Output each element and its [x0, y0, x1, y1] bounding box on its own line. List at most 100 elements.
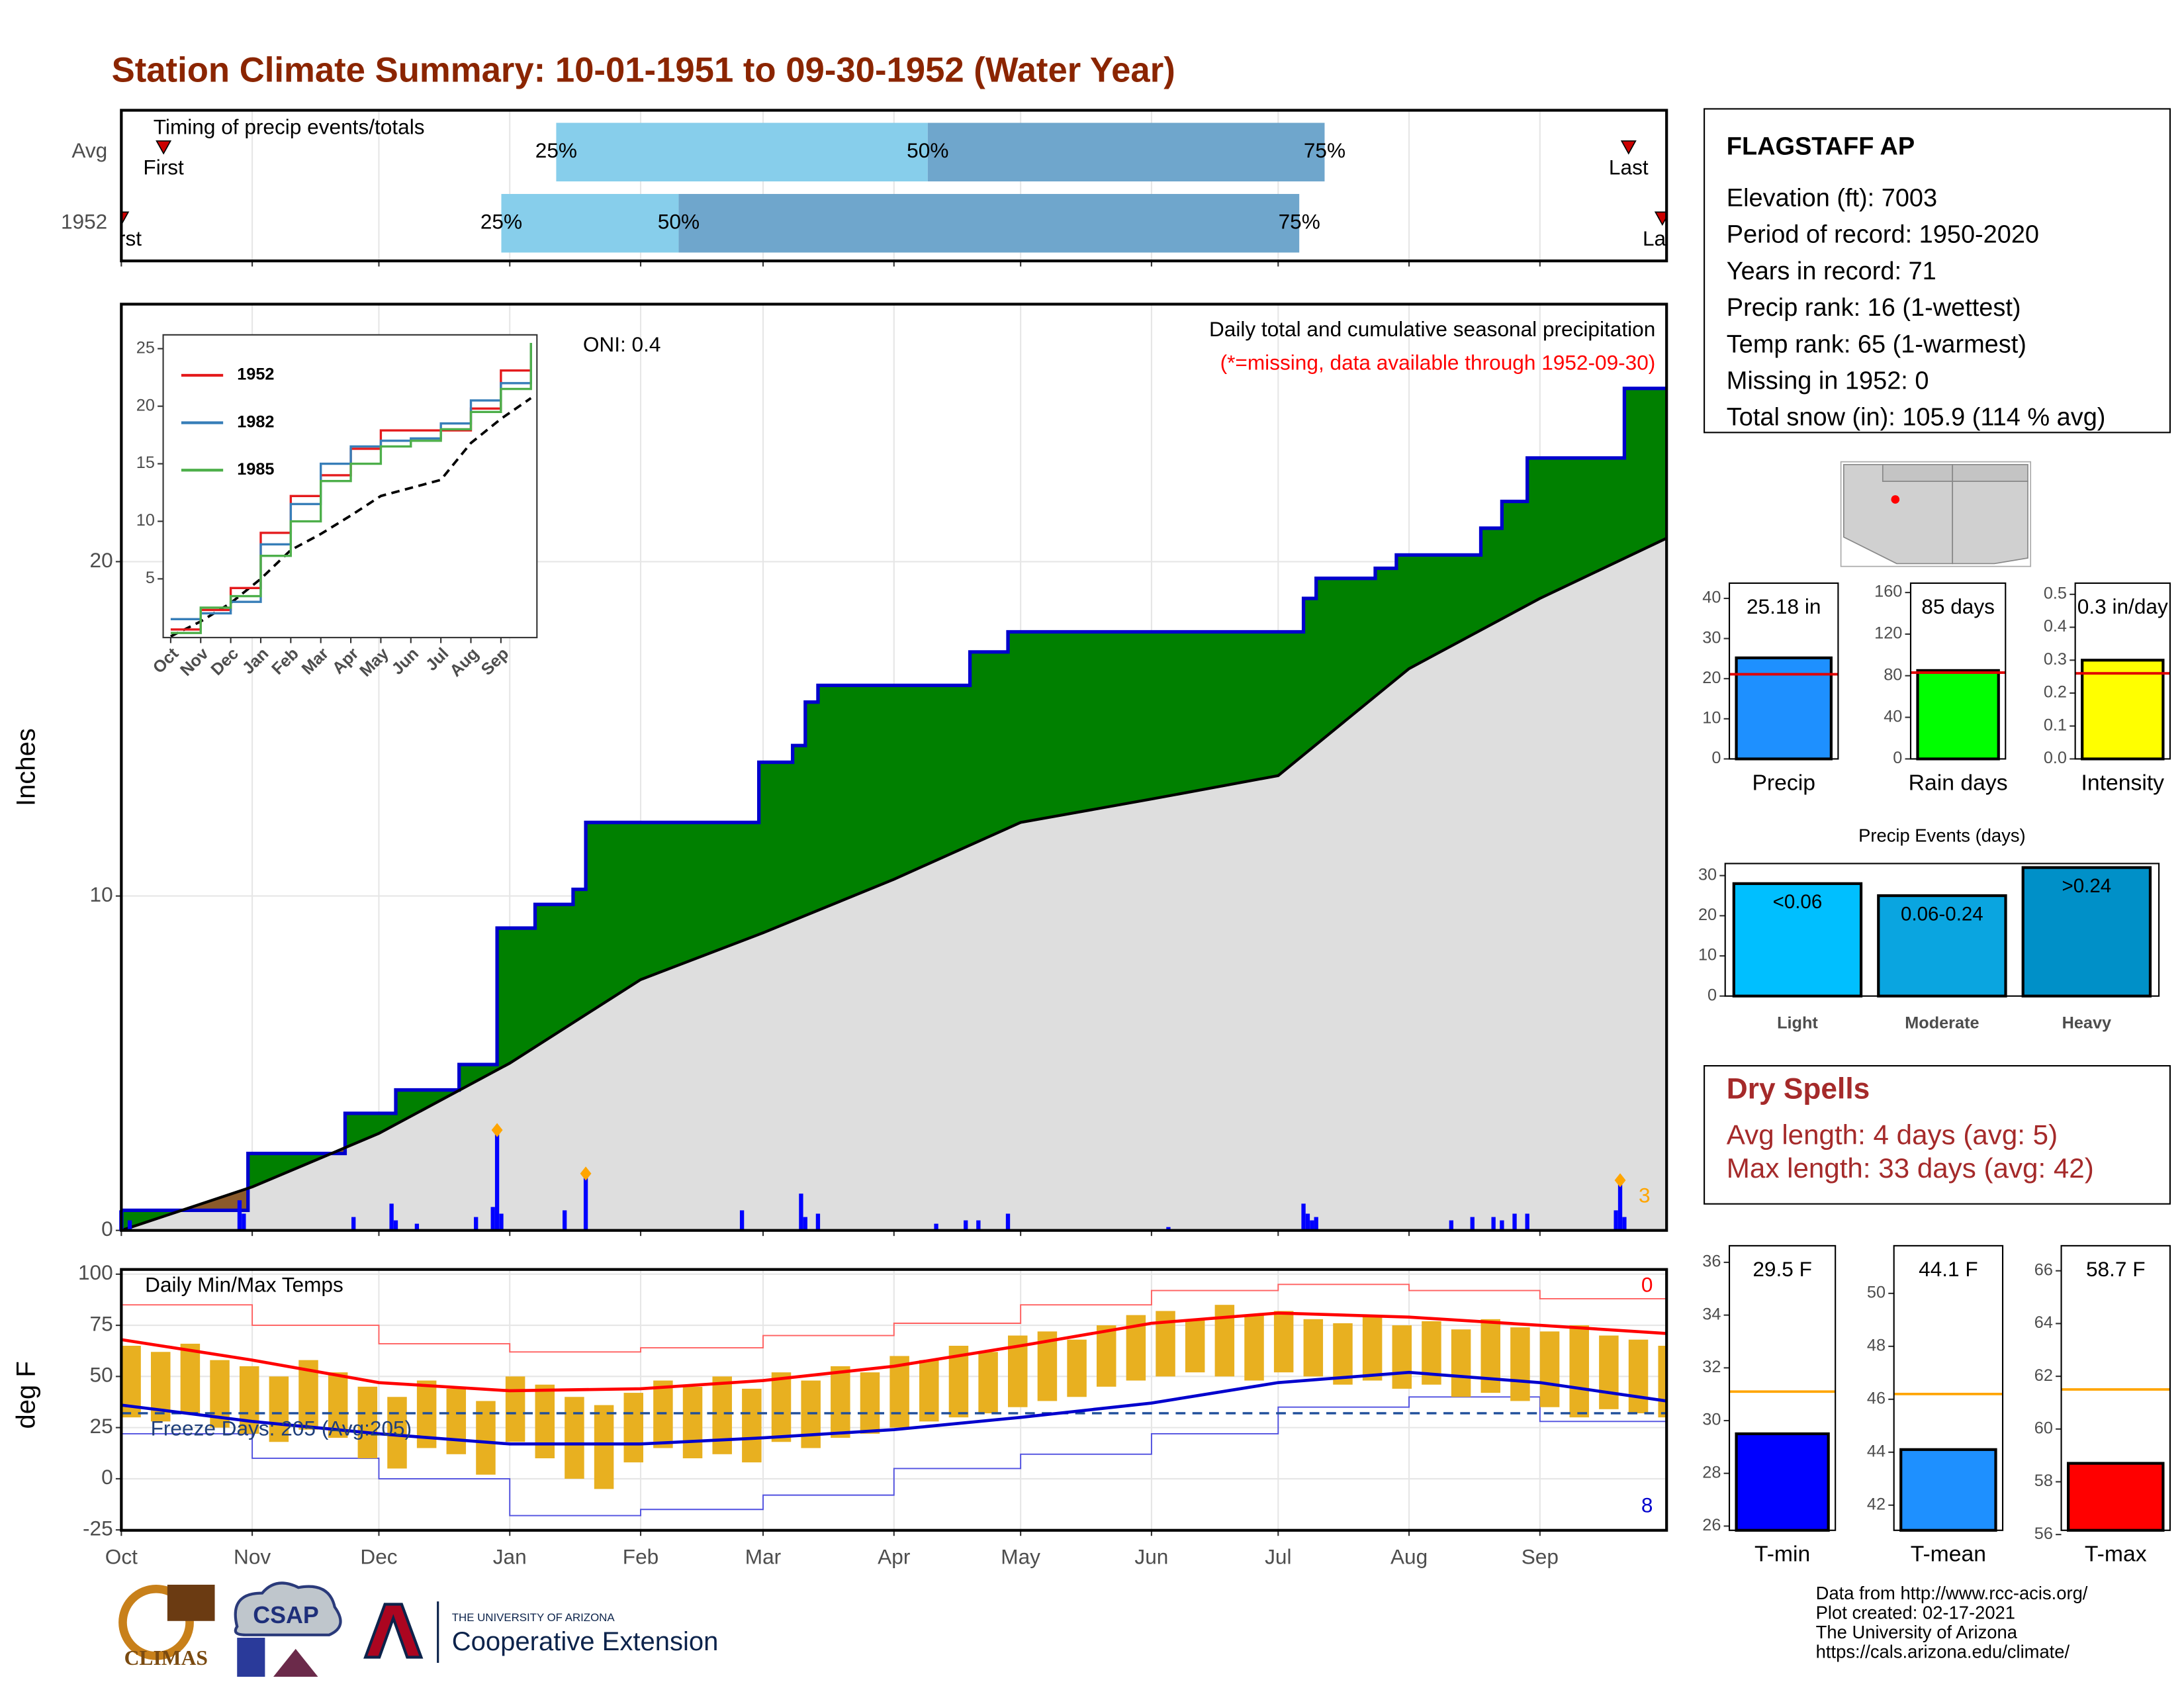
dry-spell-line: Max length: 33 days (avg: 42): [1727, 1152, 2094, 1184]
freeze-days-label: Freeze Days: 205 (Avg:205): [151, 1416, 412, 1440]
x-tick-label: Jun: [1134, 1544, 1168, 1568]
category-label: T-min: [1754, 1542, 1810, 1567]
daily-temp-bar: [1244, 1315, 1264, 1381]
y-tick-label: 30: [1702, 1411, 1721, 1429]
y-tick-label: 34: [1702, 1305, 1721, 1323]
daily-precip-bar: [1491, 1217, 1496, 1231]
footer-line: https://cals.arizona.edu/climate/: [1816, 1641, 2070, 1662]
summary-bar: [2066, 1462, 2165, 1532]
station-box: [1704, 108, 2171, 434]
daily-temp-bar: [505, 1376, 525, 1442]
daily-temp-bar: [476, 1401, 496, 1475]
daily-precip-bar: [1622, 1217, 1627, 1231]
dry-spells-box: [1704, 1065, 2171, 1205]
daily-temp-bar: [1480, 1319, 1501, 1393]
y-tick-label: 42: [1867, 1495, 1886, 1513]
x-tick-label: Mar: [745, 1544, 781, 1568]
average-line: [170, 397, 532, 638]
footer-line: Plot created: 02-17-2021: [1816, 1602, 2015, 1622]
y-tick-label: 25: [90, 1414, 113, 1438]
daily-temp-bar: [889, 1356, 909, 1428]
chart-title: Daily Min/Max Temps: [145, 1272, 343, 1296]
plot-frame: [120, 1268, 1668, 1532]
daily-precip-bar: [414, 1223, 420, 1231]
daily-temp-bar: [1096, 1325, 1116, 1387]
quartile-label: 75%: [1304, 138, 1345, 162]
y-tick-label: -25: [83, 1517, 113, 1540]
summary-bar: [1916, 669, 2000, 761]
missing-note: (*=missing, data available through 1952-…: [1220, 350, 1656, 374]
x-tick-label: Sep: [1522, 1544, 1559, 1568]
university-name: THE UNIVERSITY OF ARIZONA: [452, 1611, 615, 1624]
y-tick-label: 0.0: [2044, 749, 2067, 767]
daily-precip-bar: [1449, 1220, 1454, 1231]
quartile-label: 50%: [658, 210, 700, 234]
station-line: Precip rank: 16 (1-wettest): [1727, 294, 2021, 322]
event-label: Last: [1643, 226, 1682, 250]
plot-frame: [120, 109, 1668, 263]
chart-title: Timing of precip events/totals: [154, 115, 425, 138]
y-tick-label: 48: [1867, 1336, 1886, 1355]
y-axis-title: Inches: [12, 728, 41, 806]
daily-temp-bar: [1362, 1315, 1383, 1381]
daily-precip-bar: [393, 1220, 398, 1231]
daily-precip-bar: [1617, 1180, 1623, 1231]
daily-precip-bar: [1500, 1220, 1504, 1231]
x-tick-label: Dec: [207, 644, 242, 679]
daily-precip-bar: [799, 1194, 803, 1231]
y-tick-label: 58: [2034, 1472, 2053, 1490]
x-tick-label: Sep: [478, 644, 513, 679]
category-label: Precip: [1752, 770, 1815, 795]
y-tick-label: 40: [1702, 588, 1721, 607]
value-label: >0.24: [2062, 875, 2112, 897]
daily-temp-bar: [328, 1372, 348, 1438]
daily-precip-bar: [490, 1207, 495, 1231]
daily-temp-bar: [623, 1393, 643, 1463]
average-max-line: [121, 1311, 1667, 1393]
daily-temp-bar: [1333, 1323, 1353, 1385]
dry-spells-title: Dry Spells: [1727, 1073, 1870, 1105]
x-tick-label: Nov: [177, 644, 212, 680]
x-tick-label: Feb: [623, 1544, 659, 1568]
daily-precip-bar: [1310, 1220, 1314, 1231]
daily-temp-bar: [860, 1372, 880, 1434]
daily-precip-bar: [1005, 1213, 1011, 1231]
page-title: Station Climate Summary: 10-01-1951 to 0…: [112, 51, 1175, 90]
chart-subtitle: Daily total and cumulative seasonal prec…: [1209, 317, 1655, 341]
y-tick-label: 0.3: [2044, 650, 2067, 669]
daily-precip-bar: [474, 1217, 478, 1231]
daily-temp-bar: [1569, 1325, 1589, 1418]
x-tick-label: Oct: [105, 1544, 138, 1568]
daily-precip-bar: [934, 1223, 938, 1231]
daily-precip-bar: [1305, 1213, 1310, 1231]
y-tick-label: 5: [146, 569, 155, 587]
daily-temp-bar: [1451, 1329, 1471, 1397]
value-label: 58.7 F: [2086, 1257, 2146, 1281]
y-tick-label: 0: [1893, 749, 1902, 767]
y-tick-label: 100: [78, 1260, 113, 1284]
station-line: Temp rank: 65 (1-warmest): [1727, 330, 2026, 358]
timing-rows: 25% 50% 75% First Last 25% 50% 75% First Last: [121, 122, 1682, 253]
x-tick-label: May: [356, 644, 392, 680]
x-tick-label: Aug: [446, 644, 482, 680]
x-tick-label: Nov: [234, 1544, 271, 1568]
y-tick-label: 46: [1867, 1389, 1886, 1408]
value-label: 29.5 F: [1752, 1257, 1812, 1281]
locator-map: [1840, 461, 2032, 567]
daily-precip-bar: [583, 1173, 588, 1231]
y-tick-label: 50: [1867, 1284, 1886, 1302]
y-tick-label: 50: [90, 1363, 113, 1387]
daily-temp-bar: [1599, 1335, 1619, 1409]
category-label: T-mean: [1911, 1542, 1986, 1567]
daily-precip-bar: [1166, 1227, 1171, 1231]
event-marker: [121, 211, 130, 226]
quartile-bar: [678, 194, 1300, 253]
value-label: 44.1 F: [1919, 1257, 1978, 1281]
y-tick-label: 32: [1702, 1358, 1721, 1376]
y-tick-label: 120: [1874, 624, 1902, 643]
y-tick-label: 20: [1702, 669, 1721, 687]
x-tick-label: Jan: [239, 644, 273, 678]
daily-precip-bar: [242, 1213, 246, 1231]
inset-bg: [163, 334, 537, 638]
